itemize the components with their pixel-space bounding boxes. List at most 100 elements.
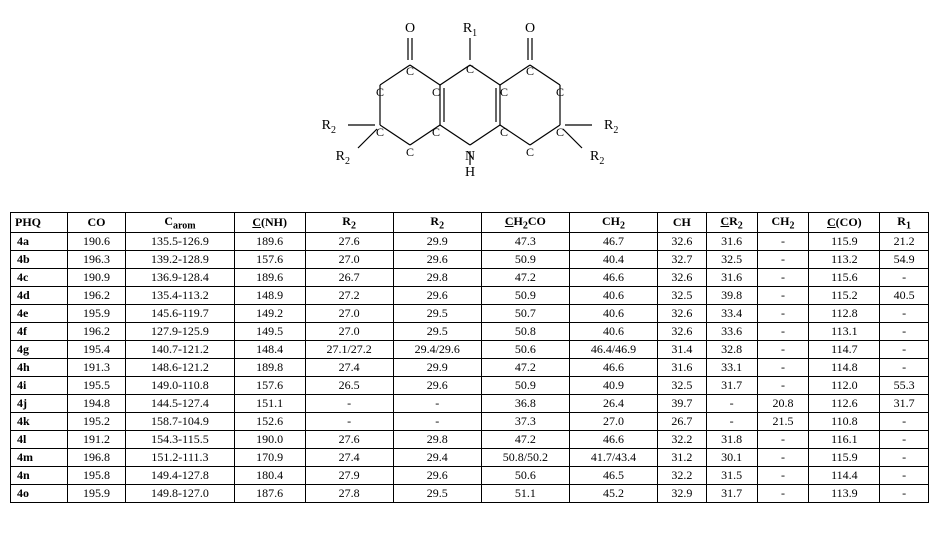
- label-C-r3: C: [525, 145, 533, 159]
- table-cell: 32.5: [658, 377, 707, 395]
- table-row: 4g195.4140.7-121.2148.427.1/27.229.4/29.…: [11, 341, 929, 359]
- table-cell: 4i: [11, 377, 68, 395]
- table-cell: 170.9: [234, 449, 305, 467]
- table-cell: 113.1: [809, 323, 880, 341]
- table-cell: 136.9-128.4: [126, 269, 235, 287]
- table-cell: 154.3-115.5: [126, 431, 235, 449]
- table-cell: 4l: [11, 431, 68, 449]
- table-row: 4n195.8149.4-127.8180.427.929.650.646.53…: [11, 467, 929, 485]
- table-cell: 148.4: [234, 341, 305, 359]
- label-R2-left-b: R2: [335, 149, 349, 167]
- table-cell: 29.6: [393, 377, 481, 395]
- table-cell: 31.2: [658, 449, 707, 467]
- table-cell: -: [757, 467, 809, 485]
- table-cell: -: [880, 341, 929, 359]
- table-cell: 47.2: [481, 359, 569, 377]
- table-cell: -: [757, 287, 809, 305]
- table-cell: 112.6: [809, 395, 880, 413]
- table-cell: 30.1: [706, 449, 757, 467]
- table-cell: 196.2: [67, 287, 125, 305]
- table-cell: 140.7-121.2: [126, 341, 235, 359]
- table-cell: 40.6: [569, 305, 657, 323]
- table-cell: 29.8: [393, 269, 481, 287]
- table-cell: 47.3: [481, 233, 569, 251]
- table-cell: 157.6: [234, 377, 305, 395]
- table-cell: 4g: [11, 341, 68, 359]
- table-cell: 151.2-111.3: [126, 449, 235, 467]
- table-cell: 195.2: [67, 413, 125, 431]
- table-cell: 29.5: [393, 323, 481, 341]
- table-cell: 26.4: [569, 395, 657, 413]
- table-header-cell: Carom: [126, 213, 235, 233]
- table-cell: -: [880, 431, 929, 449]
- table-header-row: PHQCOCaromC(NH)R2R2CH2COCH2CHCR2CH2C(CO)…: [11, 213, 929, 233]
- table-header-cell: PHQ: [11, 213, 68, 233]
- table-header-cell: R1: [880, 213, 929, 233]
- table-cell: 4k: [11, 413, 68, 431]
- table-cell: -: [757, 323, 809, 341]
- table-cell: 31.5: [706, 467, 757, 485]
- table-cell: 149.8-127.0: [126, 485, 235, 503]
- table-cell: 158.7-104.9: [126, 413, 235, 431]
- table-header-cell: C(CO): [809, 213, 880, 233]
- label-C-co-left: C: [405, 64, 413, 78]
- table-cell: 27.8: [305, 485, 393, 503]
- table-cell: -: [880, 323, 929, 341]
- table-cell: 50.8: [481, 323, 569, 341]
- table-cell: -: [880, 485, 929, 503]
- table-header-cell: CH: [658, 213, 707, 233]
- table-cell: 26.5: [305, 377, 393, 395]
- table-cell: 4b: [11, 251, 68, 269]
- table-cell: 115.9: [809, 233, 880, 251]
- table-cell: 4m: [11, 449, 68, 467]
- table-cell: 148.9: [234, 287, 305, 305]
- table-cell: 32.2: [658, 467, 707, 485]
- table-cell: 32.9: [658, 485, 707, 503]
- table-row: 4m196.8151.2-111.3170.927.429.450.8/50.2…: [11, 449, 929, 467]
- table-cell: 32.5: [706, 251, 757, 269]
- table-cell: 151.1: [234, 395, 305, 413]
- table-cell: 21.5: [757, 413, 809, 431]
- table-cell: 195.8: [67, 467, 125, 485]
- label-C-ll: C: [431, 125, 439, 139]
- table-cell: 139.2-128.9: [126, 251, 235, 269]
- table-cell: 195.9: [67, 485, 125, 503]
- table-cell: -: [706, 413, 757, 431]
- table-cell: 149.5: [234, 323, 305, 341]
- table-cell: 50.6: [481, 341, 569, 359]
- molecular-diagram-container: O O R1 C C C C C C C C C C C C C N H R2 …: [10, 10, 929, 200]
- table-cell: 50.9: [481, 377, 569, 395]
- label-R2-left-a: R2: [321, 118, 335, 136]
- table-cell: 27.0: [305, 251, 393, 269]
- table-cell: 135.5-126.9: [126, 233, 235, 251]
- table-cell: 149.2: [234, 305, 305, 323]
- table-cell: -: [757, 251, 809, 269]
- table-cell: 4e: [11, 305, 68, 323]
- table-cell: 114.8: [809, 359, 880, 377]
- table-cell: 110.8: [809, 413, 880, 431]
- table-cell: 29.6: [393, 251, 481, 269]
- table-cell: 54.9: [880, 251, 929, 269]
- label-C-ul: C: [431, 85, 439, 99]
- table-cell: 50.8/50.2: [481, 449, 569, 467]
- table-cell: 46.6: [569, 269, 657, 287]
- table-cell: 31.7: [880, 395, 929, 413]
- table-cell: -: [757, 431, 809, 449]
- table-cell: 27.6: [305, 431, 393, 449]
- table-cell: -: [393, 413, 481, 431]
- table-row: 4a190.6135.5-126.9189.627.629.947.346.73…: [11, 233, 929, 251]
- table-row: 4e195.9145.6-119.7149.227.029.550.740.63…: [11, 305, 929, 323]
- table-cell: 29.4/29.6: [393, 341, 481, 359]
- table-cell: -: [880, 467, 929, 485]
- table-cell: -: [880, 449, 929, 467]
- table-cell: -: [757, 341, 809, 359]
- table-cell: -: [880, 359, 929, 377]
- table-cell: 41.7/43.4: [569, 449, 657, 467]
- table-cell: 40.5: [880, 287, 929, 305]
- table-cell: 31.8: [706, 431, 757, 449]
- table-cell: 189.6: [234, 233, 305, 251]
- table-header-cell: C(NH): [234, 213, 305, 233]
- table-cell: 113.2: [809, 251, 880, 269]
- table-row: 4l191.2154.3-115.5190.027.629.847.246.63…: [11, 431, 929, 449]
- label-C-lr: C: [500, 125, 508, 139]
